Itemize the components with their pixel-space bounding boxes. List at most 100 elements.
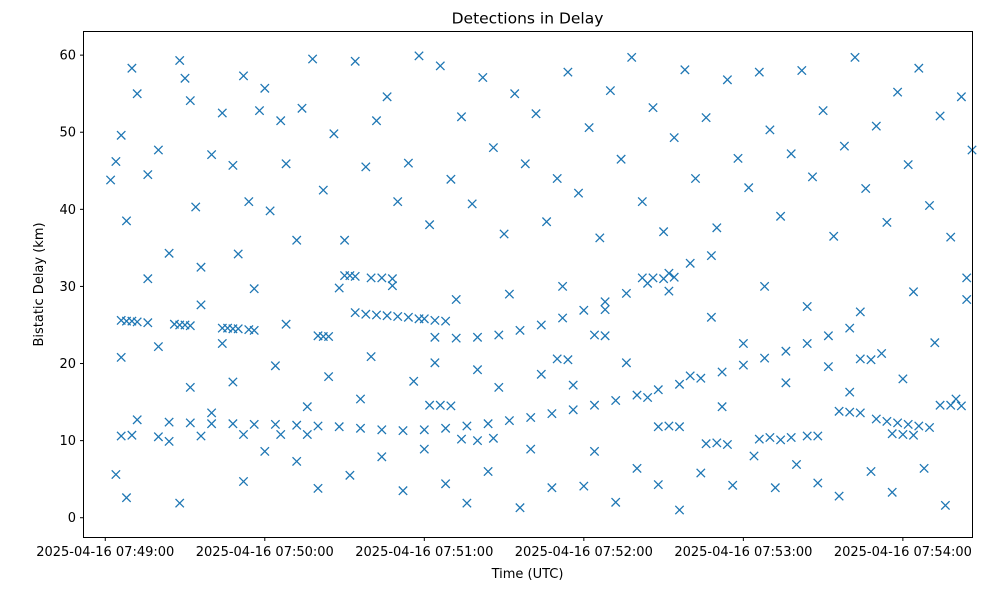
y-tick-label: 30 (59, 280, 76, 295)
data-point (924, 200, 935, 211)
data-point (637, 273, 647, 283)
data-point (674, 422, 685, 432)
data-point (733, 153, 743, 164)
data-point (504, 289, 515, 299)
data-point (494, 330, 504, 340)
data-point (472, 365, 483, 375)
data-point (914, 63, 924, 73)
x-tick-label: 2025-04-16 07:52:00 (515, 545, 653, 560)
data-point (887, 429, 897, 439)
data-point (515, 325, 525, 336)
data-point (611, 497, 621, 507)
data-point (254, 105, 265, 116)
data-point (387, 274, 398, 284)
data-point (563, 355, 573, 365)
data-point (738, 360, 749, 370)
data-point (350, 307, 360, 318)
y-tick-label: 20 (59, 357, 76, 372)
data-point (265, 206, 275, 216)
data-point (440, 423, 451, 433)
data-point (143, 169, 153, 180)
data-point (589, 330, 600, 340)
data-point (270, 361, 281, 371)
data-point (573, 188, 584, 198)
data-point (547, 483, 557, 493)
data-point (281, 319, 291, 329)
data-point (664, 421, 674, 431)
data-point (557, 313, 568, 323)
data-point (738, 338, 749, 349)
data-point (249, 419, 259, 430)
data-point (802, 338, 812, 349)
data-point (568, 405, 578, 415)
data-point (882, 217, 892, 228)
data-point (334, 283, 344, 293)
data-point (632, 463, 642, 474)
data-point (302, 429, 312, 440)
data-point (621, 358, 632, 368)
data-point (930, 338, 940, 348)
data-point (541, 217, 552, 227)
data-point (504, 415, 515, 426)
data-point (669, 272, 679, 282)
data-point (892, 87, 903, 97)
data-point (653, 479, 663, 490)
data-point (456, 112, 467, 122)
data-point (621, 288, 632, 299)
data-point (483, 466, 493, 477)
data-point (292, 456, 302, 467)
data-point (419, 314, 429, 324)
data-point (435, 61, 445, 71)
data-point (371, 310, 382, 320)
data-point (579, 481, 589, 491)
data-point (318, 185, 328, 195)
data-point (797, 65, 807, 76)
data-point (712, 223, 722, 233)
data-point (781, 378, 791, 388)
data-point (387, 281, 398, 291)
data-point (765, 432, 775, 443)
data-point (175, 55, 185, 66)
data-point (749, 451, 759, 461)
data-point (717, 402, 727, 412)
data-point (627, 52, 637, 63)
data-point (377, 452, 387, 462)
data-point (276, 429, 286, 440)
data-point (403, 158, 414, 168)
data-point (706, 250, 717, 261)
data-point (861, 183, 871, 194)
data-point (908, 430, 919, 440)
data-point (823, 331, 834, 341)
data-point (616, 154, 626, 164)
data-point (164, 248, 174, 258)
data-point (467, 199, 477, 209)
data-point (563, 67, 573, 77)
data-point (121, 493, 132, 503)
data-point (323, 371, 334, 382)
data-point (690, 173, 701, 184)
data-point (430, 358, 440, 368)
data-point (127, 63, 137, 73)
data-point (377, 273, 387, 283)
data-point (845, 387, 855, 397)
data-point (552, 173, 562, 184)
data-point (382, 311, 392, 321)
data-point (855, 408, 865, 418)
data-point (185, 418, 195, 428)
data-point (584, 122, 594, 133)
data-point (802, 431, 812, 441)
data-point (488, 142, 499, 153)
data-point (355, 423, 366, 433)
data-point (451, 294, 461, 305)
data-point (919, 463, 929, 474)
data-point (520, 159, 530, 169)
data-point (398, 486, 408, 496)
y-axis: 0 10 20 30 40 50 60 (59, 49, 84, 526)
data-point (829, 231, 839, 241)
data-point (446, 174, 456, 184)
data-point (238, 429, 249, 440)
data-point (424, 400, 435, 410)
data-point (637, 196, 647, 207)
